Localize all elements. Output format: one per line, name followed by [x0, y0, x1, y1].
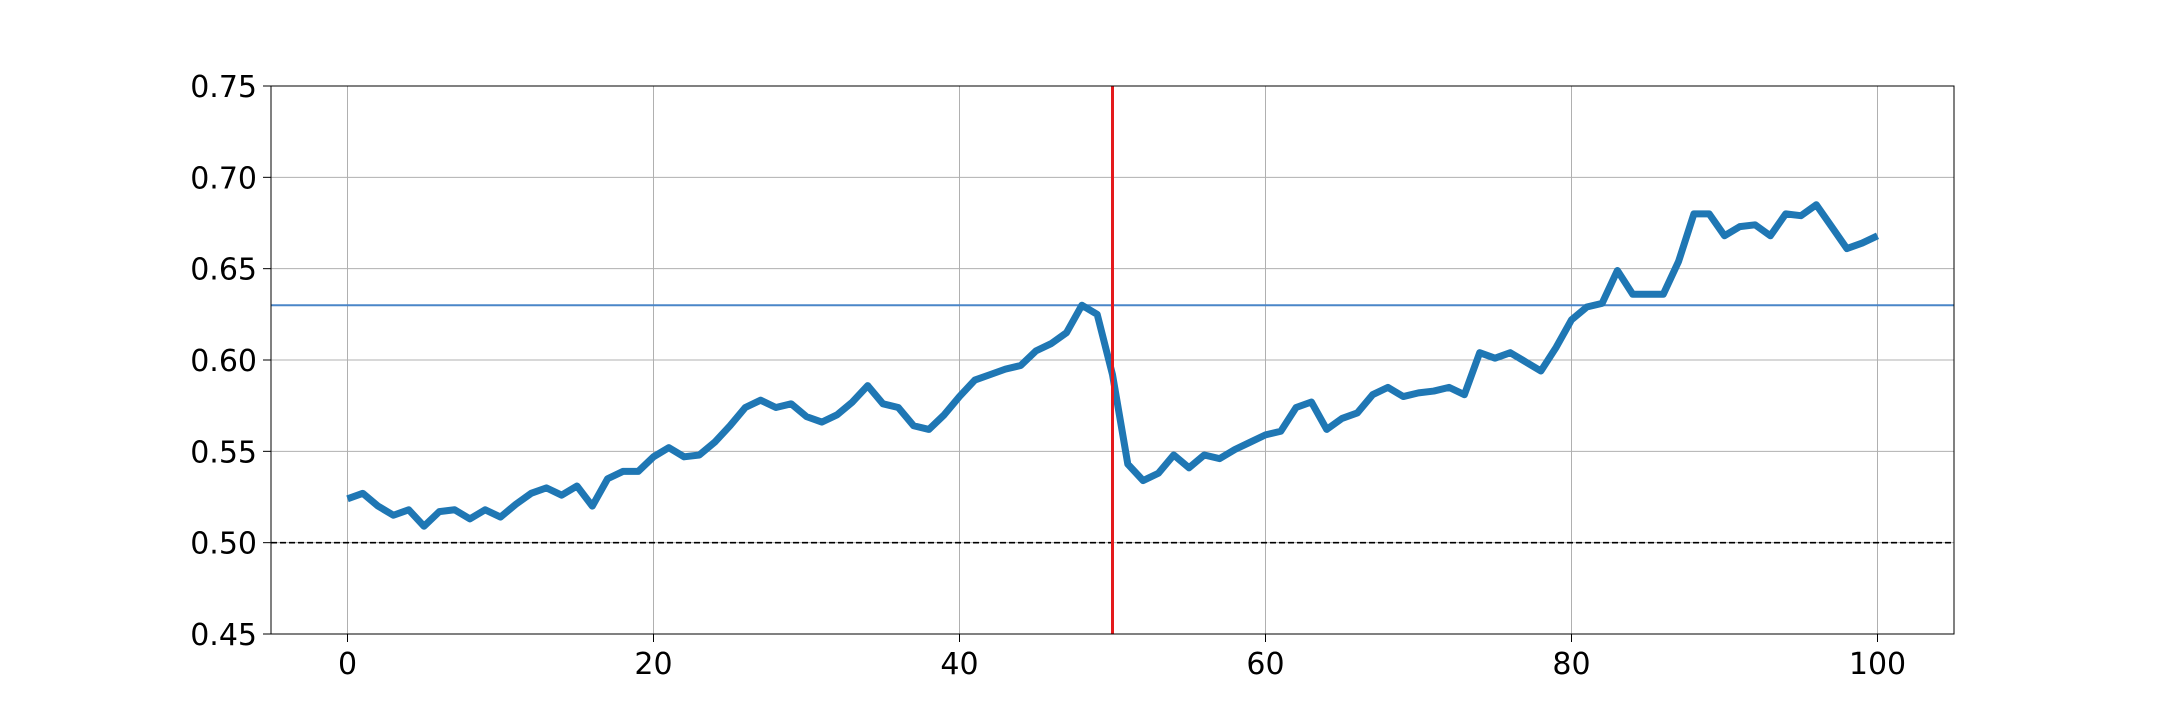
y-tick-label: 0.75 [190, 70, 257, 105]
plot-frame [270, 85, 1955, 635]
y-tick-label: 0.45 [190, 618, 257, 653]
x-tick-label: 20 [634, 647, 672, 682]
y-tick-label: 0.70 [190, 161, 257, 196]
y-tick-label: 0.50 [190, 527, 257, 562]
y-tick-label: 0.55 [190, 435, 257, 470]
y-tick-label: 0.65 [190, 253, 257, 288]
x-tick-label: 40 [940, 647, 978, 682]
x-tick-label: 100 [1849, 647, 1906, 682]
x-tick-label: 0 [338, 647, 357, 682]
x-tick-label: 60 [1246, 647, 1284, 682]
x-tick-label: 80 [1552, 647, 1590, 682]
y-tick-label: 0.60 [190, 344, 257, 379]
